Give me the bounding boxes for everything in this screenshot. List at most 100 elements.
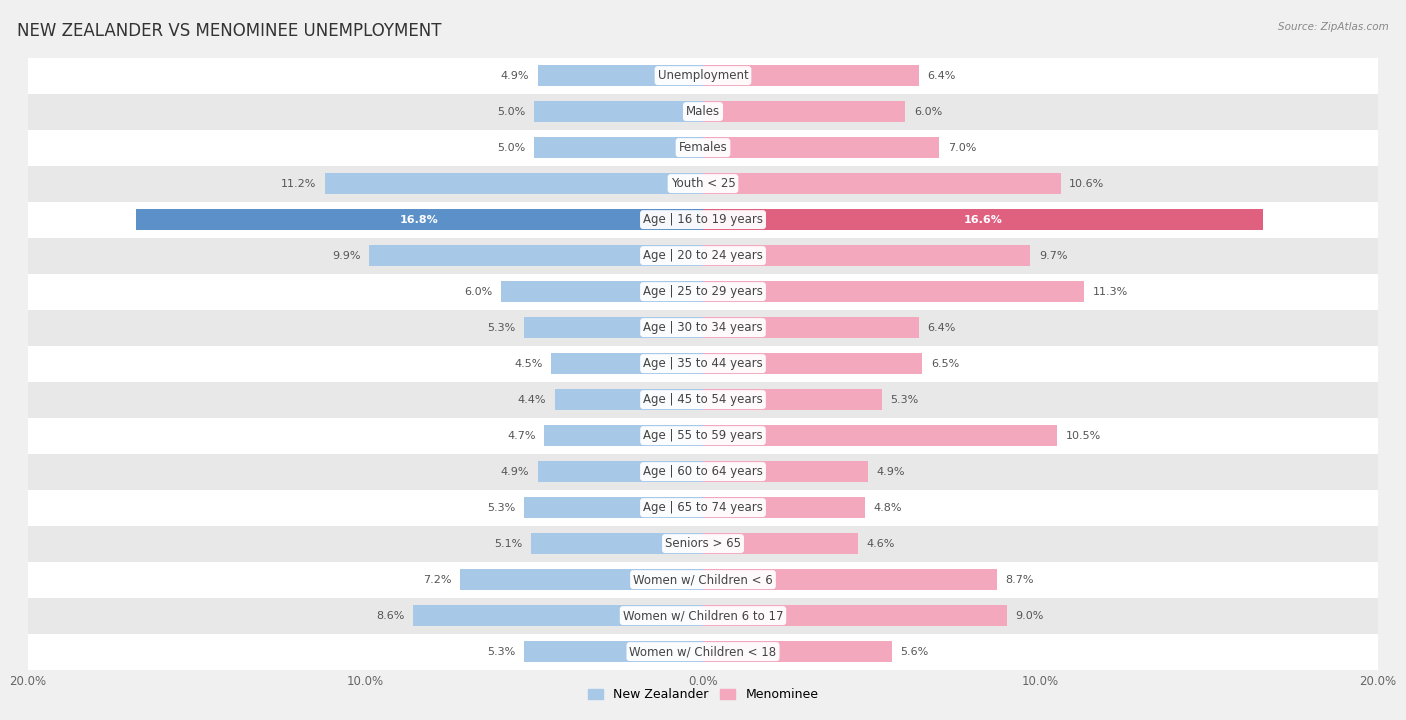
Bar [28,94,1378,130]
Text: Youth < 25: Youth < 25 [671,177,735,190]
Bar [460,569,703,590]
Text: Age | 55 to 59 years: Age | 55 to 59 years [643,429,763,442]
Bar [368,245,703,266]
Text: 10.6%: 10.6% [1069,179,1104,189]
Text: NEW ZEALANDER VS MENOMINEE UNEMPLOYMENT: NEW ZEALANDER VS MENOMINEE UNEMPLOYMENT [17,22,441,40]
Text: 6.5%: 6.5% [931,359,959,369]
Text: 5.3%: 5.3% [890,395,918,405]
Bar [28,526,1378,562]
Text: 4.9%: 4.9% [877,467,905,477]
Bar [703,389,882,410]
Text: 4.9%: 4.9% [501,71,529,81]
Text: Women w/ Children < 6: Women w/ Children < 6 [633,573,773,586]
Text: 4.7%: 4.7% [508,431,536,441]
Bar [531,533,703,554]
Bar [703,101,905,122]
Bar [28,166,1378,202]
Bar [524,497,703,518]
Bar [413,605,703,626]
Bar [534,101,703,122]
Text: 8.6%: 8.6% [375,611,405,621]
Text: 16.8%: 16.8% [401,215,439,225]
Text: 4.6%: 4.6% [866,539,896,549]
Text: Age | 45 to 54 years: Age | 45 to 54 years [643,393,763,406]
Bar [703,461,869,482]
Bar [28,346,1378,382]
Bar [703,209,1263,230]
Text: 6.4%: 6.4% [928,71,956,81]
Text: 11.2%: 11.2% [281,179,316,189]
Text: 4.9%: 4.9% [501,467,529,477]
Text: 8.7%: 8.7% [1005,575,1033,585]
Bar [28,202,1378,238]
Text: Unemployment: Unemployment [658,69,748,82]
Bar [28,562,1378,598]
Text: 10.5%: 10.5% [1066,431,1101,441]
Bar [28,490,1378,526]
Text: 11.3%: 11.3% [1092,287,1128,297]
Bar [136,209,703,230]
Bar [703,65,920,86]
Text: Age | 60 to 64 years: Age | 60 to 64 years [643,465,763,478]
Bar [703,569,997,590]
Text: Age | 65 to 74 years: Age | 65 to 74 years [643,501,763,514]
Bar [537,461,703,482]
Text: Age | 30 to 34 years: Age | 30 to 34 years [643,321,763,334]
Bar [703,245,1031,266]
Text: 6.0%: 6.0% [464,287,492,297]
Text: Source: ZipAtlas.com: Source: ZipAtlas.com [1278,22,1389,32]
Text: Women w/ Children 6 to 17: Women w/ Children 6 to 17 [623,609,783,622]
Bar [703,497,865,518]
Bar [534,137,703,158]
Text: 9.9%: 9.9% [332,251,360,261]
Bar [703,425,1057,446]
Bar [551,353,703,374]
Bar [28,418,1378,454]
Bar [28,454,1378,490]
Bar [537,65,703,86]
Text: 4.5%: 4.5% [515,359,543,369]
Bar [501,281,703,302]
Bar [544,425,703,446]
Bar [703,173,1060,194]
Text: 5.3%: 5.3% [488,503,516,513]
Bar [554,389,703,410]
Text: 5.3%: 5.3% [488,647,516,657]
Bar [703,281,1084,302]
Bar [28,238,1378,274]
Text: 9.0%: 9.0% [1015,611,1043,621]
Bar [28,274,1378,310]
Text: 7.2%: 7.2% [423,575,451,585]
Text: 7.0%: 7.0% [948,143,976,153]
Bar [703,605,1007,626]
Text: Age | 35 to 44 years: Age | 35 to 44 years [643,357,763,370]
Text: Seniors > 65: Seniors > 65 [665,537,741,550]
Text: Age | 16 to 19 years: Age | 16 to 19 years [643,213,763,226]
Text: 6.0%: 6.0% [914,107,942,117]
Bar [524,641,703,662]
Bar [28,58,1378,94]
Text: 4.8%: 4.8% [873,503,901,513]
Text: 4.4%: 4.4% [517,395,546,405]
Text: Males: Males [686,105,720,118]
Text: 6.4%: 6.4% [928,323,956,333]
Bar [325,173,703,194]
Bar [703,317,920,338]
Text: 5.3%: 5.3% [488,323,516,333]
Text: 5.0%: 5.0% [498,107,526,117]
Bar [28,598,1378,634]
Text: Age | 25 to 29 years: Age | 25 to 29 years [643,285,763,298]
Text: 5.1%: 5.1% [495,539,523,549]
Bar [28,310,1378,346]
Legend: New Zealander, Menominee: New Zealander, Menominee [582,683,824,706]
Text: Age | 20 to 24 years: Age | 20 to 24 years [643,249,763,262]
Text: 5.0%: 5.0% [498,143,526,153]
Text: Women w/ Children < 18: Women w/ Children < 18 [630,645,776,658]
Bar [28,382,1378,418]
Text: 5.6%: 5.6% [900,647,928,657]
Bar [28,130,1378,166]
Text: 9.7%: 9.7% [1039,251,1067,261]
Bar [703,533,858,554]
Bar [703,137,939,158]
Bar [28,634,1378,670]
